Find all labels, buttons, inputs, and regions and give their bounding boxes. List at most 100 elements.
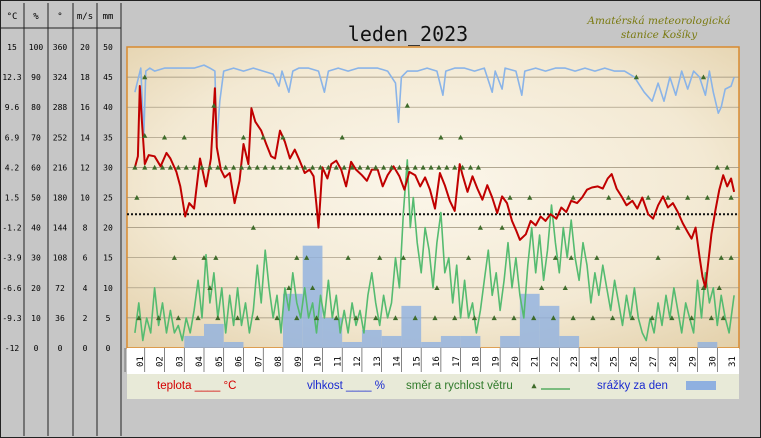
y-tick-label: 12 <box>80 163 90 172</box>
x-tick-label: 24 <box>590 356 600 367</box>
x-tick-label: 04 <box>195 356 205 367</box>
x-tick-label: 30 <box>708 356 718 367</box>
unit-label: mm <box>103 12 114 22</box>
y-tick-label: 20 <box>31 284 41 293</box>
y-tick-label: 360 <box>53 43 68 52</box>
y-tick-label: -6.6 <box>2 284 21 293</box>
y-tick-label: 9.6 <box>5 103 20 112</box>
y-tick-label: 20 <box>103 224 113 233</box>
y-tick-label: 100 <box>29 43 44 52</box>
y-tick-label: 10 <box>31 314 41 323</box>
unit-label: °C <box>7 12 18 22</box>
precip-bar <box>401 305 422 348</box>
temperature-line <box>133 85 736 289</box>
y-tick-label: 252 <box>53 133 68 142</box>
y-tick-label: 70 <box>31 133 41 142</box>
precip-bar <box>342 341 362 348</box>
y-tick-label: 18 <box>80 73 90 82</box>
y-tick-label: 216 <box>53 163 68 172</box>
precip-bar <box>460 335 481 348</box>
y-tick-label: 80 <box>31 103 41 112</box>
unit-label: % <box>33 12 39 22</box>
x-tick-label: 27 <box>649 356 659 367</box>
y-tick-label: 30 <box>31 254 41 263</box>
x-tick-label: 31 <box>728 356 738 367</box>
y-tick-label: -1.2 <box>2 224 21 233</box>
x-tick-label: 03 <box>175 356 185 367</box>
y-tick-label: 4.2 <box>5 163 20 172</box>
precip-bar <box>322 317 343 348</box>
y-tick-label: 20 <box>80 43 90 52</box>
precip-bar <box>539 305 560 348</box>
x-tick-label: 29 <box>689 356 699 367</box>
x-tick-label: 19 <box>491 356 501 367</box>
precip-bar <box>697 341 718 348</box>
precip-bar <box>381 335 402 348</box>
y-tick-label: 50 <box>31 194 41 203</box>
y-tick-label: 14 <box>80 133 90 142</box>
x-tick-label: 21 <box>531 356 541 367</box>
legend-item-label: vlhkost ____ % <box>307 380 385 392</box>
y-tick-label: 25 <box>103 194 113 203</box>
y-tick-label: 8 <box>83 224 88 233</box>
y-tick-label: 50 <box>103 43 113 52</box>
x-axis-band <box>127 348 739 374</box>
precip-bar <box>361 329 382 348</box>
y-tick-label: 35 <box>103 133 113 142</box>
x-tick-label: 18 <box>472 356 482 367</box>
x-tick-label: 11 <box>333 356 343 367</box>
y-tick-label: 6 <box>83 254 88 263</box>
y-tick-label: -3.9 <box>2 254 21 263</box>
wind_speed-line <box>134 159 735 342</box>
y-tick-label: 0 <box>106 344 111 353</box>
legend: teplota ____ °C vlhkost ____ % směr a rych… <box>157 380 716 392</box>
y-tick-label: 2 <box>83 314 88 323</box>
station-name-line1: Amatérská meteorologická <box>586 15 730 27</box>
legend-item-label: směr a rychlost větru <box>406 380 513 392</box>
y-tick-label: 40 <box>103 103 113 112</box>
precip-bar <box>421 341 441 348</box>
y-tick-label: 36 <box>55 314 65 323</box>
y-tick-label: 0 <box>83 344 88 353</box>
x-tick-label: 23 <box>570 356 580 367</box>
y-tick-label: 10 <box>80 194 90 203</box>
x-tick-label: 07 <box>254 356 264 367</box>
grid <box>127 76 739 319</box>
x-axis-ticks: 01 02 03 04 05 06 07 08 09 10 11 12 13 14 15 16 17 18 19 20… <box>124 348 738 372</box>
y-tick-label: 108 <box>53 254 68 263</box>
x-tick-label: 01 <box>136 356 146 367</box>
y-tick-label: 4 <box>83 284 88 293</box>
x-tick-label: 14 <box>393 356 403 367</box>
y-tick-label: 288 <box>53 103 68 112</box>
precip-bar <box>203 323 224 348</box>
x-tick-label: 20 <box>511 356 521 367</box>
legend-precip-swatch <box>686 381 716 390</box>
y-tick-label: -9.3 <box>2 314 21 323</box>
y-tick-label: 6.9 <box>5 133 20 142</box>
x-tick-label: 28 <box>669 356 679 367</box>
precip-bar <box>559 335 580 348</box>
x-tick-label: 10 <box>314 356 324 367</box>
precip-bar <box>184 335 204 348</box>
y-tick-label: 180 <box>53 194 68 203</box>
legend-band <box>127 374 739 399</box>
x-tick-label: 16 <box>432 356 442 367</box>
y-tick-label: 45 <box>103 73 113 82</box>
x-tick-label: 08 <box>274 356 284 367</box>
x-tick-label: 06 <box>235 356 245 367</box>
precip-bar <box>223 341 244 348</box>
y-tick-label: 60 <box>31 163 41 172</box>
precip-bar <box>500 335 520 348</box>
y-tick-label: 72 <box>55 284 65 293</box>
chart-title: leden_2023 <box>348 22 468 46</box>
x-tick-label: 09 <box>294 356 304 367</box>
humidity-line <box>134 64 735 145</box>
unit-label: m/s <box>77 12 93 22</box>
y-tick-label: 30 <box>103 163 113 172</box>
x-tick-label: 13 <box>373 356 383 367</box>
legend-item-label: teplota ____ °C <box>157 380 236 392</box>
y-tick-label: 40 <box>31 224 41 233</box>
y-tick-label: 90 <box>31 73 41 82</box>
unit-label: ° <box>57 12 62 22</box>
